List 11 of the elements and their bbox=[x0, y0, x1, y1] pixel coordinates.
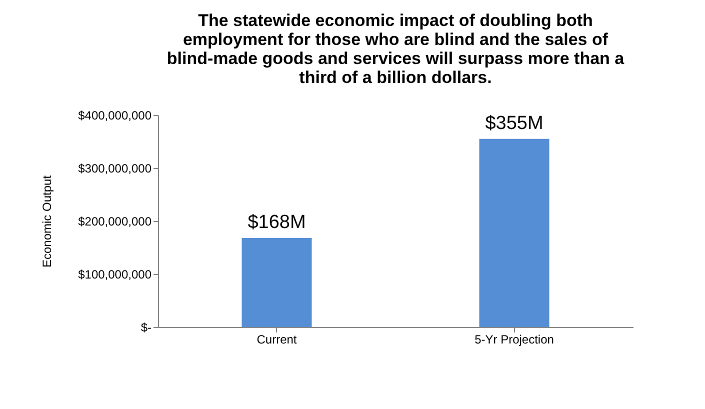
x-tick-label: Current bbox=[256, 332, 298, 346]
y-tick-label: $400,000,000 bbox=[78, 108, 152, 122]
y-tick-label: $100,000,000 bbox=[78, 268, 152, 282]
x-tick-label: 5-Yr Projection bbox=[474, 332, 554, 346]
y-tick-label: $200,000,000 bbox=[78, 214, 152, 228]
data-label: $168M bbox=[248, 212, 306, 233]
chart-title: The statewide economic impact of doubling both employment for those who are blind and the sales of blind-made goods and services will surpass more than a third of a billion dollars. bbox=[166, 11, 625, 87]
y-tick-label: $300,000,000 bbox=[78, 162, 152, 176]
y-axis-title: Economic Output bbox=[40, 174, 54, 268]
data-label: $355M bbox=[485, 112, 544, 134]
y-tick-label: $- bbox=[140, 320, 152, 334]
